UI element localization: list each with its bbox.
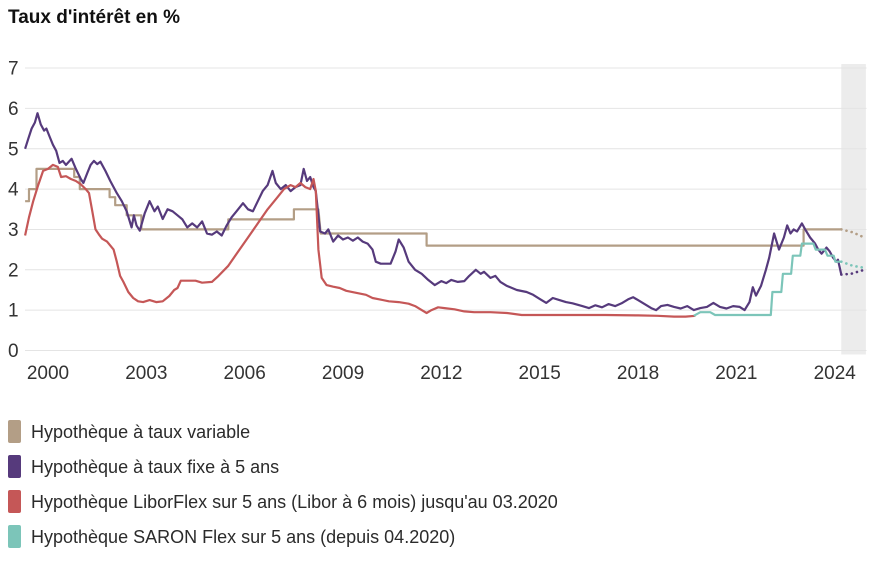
series-line-3 [693,242,842,317]
rate-chart: 7 6 5 4 3 2 1 0 2000 2003 2006 2009 2012 2015 2018 2021… [8,59,867,384]
x-tick-label: 2000 [27,363,69,384]
legend-item: Hypothèque à taux variable [8,414,558,449]
x-tick-label: 2003 [125,363,167,384]
series-forecast-line-1 [839,268,866,276]
y-tick-label: 0 [8,341,19,362]
x-tick-label: 2015 [519,363,561,384]
x-tick-label: 2021 [715,363,757,384]
x-tick-label: 2009 [322,363,364,384]
x-tick-label: 2024 [814,363,857,384]
x-tick-label: 2006 [224,363,266,384]
series-line-1 [24,112,843,312]
x-tick-label: 2012 [420,363,462,384]
y-tick-label: 1 [8,301,19,322]
y-tick-label: 4 [8,180,19,201]
y-tick-label: 2 [8,260,19,281]
x-tick-label: 2018 [617,363,659,384]
forecast-band [841,64,866,355]
series-line-2 [24,163,696,318]
y-tick-label: 3 [8,220,19,241]
legend-label: Hypothèque SARON Flex sur 5 ans (depuis … [31,526,456,547]
legend-label: Hypothèque LiborFlex sur 5 ans (Libor à … [31,491,558,512]
legend-item: Hypothèque à taux fixe à 5 ans [8,449,558,484]
legend-item: Hypothèque SARON Flex sur 5 ans (depuis … [8,519,558,554]
chart-title: Taux d'intérêt en % [8,7,181,28]
legend-label: Hypothèque à taux fixe à 5 ans [31,456,280,477]
y-tick-label: 5 [8,139,19,160]
series-forecast-line-0 [839,228,866,239]
legend-item: Hypothèque LiborFlex sur 5 ans (Libor à … [8,484,558,519]
chart-legend: Hypothèque à taux variable Hypothèque à … [8,414,558,554]
legend-swatch [8,525,21,548]
y-tick-label: 6 [8,99,19,120]
legend-swatch [8,490,21,513]
y-tick-label: 7 [8,59,19,80]
legend-swatch [8,420,21,443]
legend-swatch [8,455,21,478]
series-forecast-line-3 [839,260,866,270]
legend-label: Hypothèque à taux variable [31,421,251,442]
